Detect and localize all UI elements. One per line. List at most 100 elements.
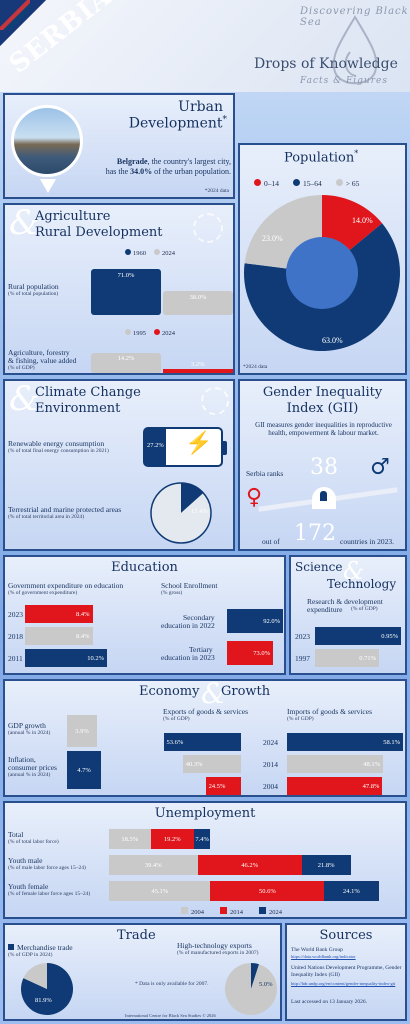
ter-value: 73.0% [253, 649, 270, 657]
unemp-sub-0: (% of total labor force) [8, 839, 59, 845]
science-panel: Science & Technology Research & developm… [289, 555, 407, 675]
agriculture-title-1: Agriculture [35, 209, 111, 224]
import-bar-2004: 47.8% [287, 777, 383, 795]
edu-bar-2011: 10.2% [25, 649, 107, 667]
merch-label: Merchandise trade [8, 943, 73, 952]
inflation-label-b: consumer prices [8, 763, 57, 772]
globe-icon [201, 387, 229, 415]
unemp-bar-0-0: 18.5% [109, 829, 151, 849]
unemployment-panel: Unemployment Total (% of total labor forc… [3, 801, 407, 919]
series-main: Drops of Knowledge [254, 56, 398, 72]
sec-bar: 92.0% [227, 609, 283, 633]
climate-amp: & [9, 379, 40, 419]
sec-label-2: education in 2022 [161, 621, 215, 630]
renewable-label: Renewable energy consumption [8, 439, 105, 448]
protected-value: 13.4% [191, 508, 208, 515]
edu-exp-sub: (% of government expenditure) [8, 590, 78, 596]
footer-credit: International Centre for Black Sea Studi… [125, 1013, 216, 1018]
rural-2024-bar: 38.0% [163, 291, 233, 315]
unemp-bar-0-2: 7.4% [193, 829, 211, 849]
sec-label-1: Secondary [183, 613, 215, 622]
unemp-sub-1: (% of male labor force ages 15–24) [8, 865, 86, 871]
merch-slice [20, 963, 73, 1015]
gender-rank: 38 [310, 455, 338, 480]
unemp-bar-0-1: 19.2% [150, 829, 194, 849]
legend-65-label: > 65 [345, 179, 360, 188]
agri-2024-bar [163, 369, 233, 373]
imports-label: Imports of goods & services [287, 707, 372, 716]
gender-desc: GII measures gender inequalities in repr… [255, 421, 392, 438]
science-amp: & [343, 557, 365, 585]
climate-title-2: Environment [35, 401, 121, 416]
legend-15-64: 15–64 [293, 179, 322, 188]
legend-2024a: 2024 [154, 249, 175, 257]
urban-star: * [222, 115, 228, 125]
population-donut: 14.0% 63.0% 23.0% [244, 195, 400, 351]
gear-icon [193, 213, 223, 243]
agri-legend-a: 1960 2024 [125, 249, 175, 257]
legend-u2014: 2014 [220, 907, 243, 916]
rd-1997-value: 0.71% [359, 654, 376, 662]
legend-0-14: 0–14 [254, 179, 279, 188]
imports-sub: (% of GDP) [287, 716, 314, 722]
urban-text: Belgrade, the country's largest city, ha… [89, 157, 231, 178]
gender-title-2: Index (GII) [286, 401, 359, 416]
legend-u2004-label: 2004 [191, 909, 204, 916]
inflation-label: Inflation, [8, 755, 36, 764]
hitech-rest [225, 963, 277, 1015]
rural-pop-label: Rural population [8, 282, 59, 291]
trade-panel: Trade Merchandise trade (% of GDP in 202… [3, 923, 282, 1021]
unemp-bar-2-2: 24.1% [324, 881, 379, 901]
agri-value-sub: (% of GDP) [8, 365, 35, 371]
edu-year-2023: 2023 [8, 610, 23, 619]
rd-1997-bar: 0.71% [315, 649, 379, 667]
gender-total: 172 [294, 521, 336, 546]
protected-pie [150, 482, 212, 544]
population-title-text: Population [284, 150, 355, 166]
legend-1995: 1995 [125, 329, 146, 337]
battery-value: 27.2% [147, 442, 164, 449]
urban-city: Belgrade [116, 157, 148, 166]
science-title-2: Technology [327, 577, 397, 591]
economy-panel: Economy & Growth GDP growth (annual % in… [3, 677, 407, 797]
exports-label: Exports of goods & services [163, 707, 248, 716]
inflation-value: 4.7% [77, 766, 91, 774]
population-note: *2024 data [243, 364, 268, 370]
urban-title-1: Urban [178, 99, 223, 115]
merch-sub: (% of GDP in 2024) [8, 952, 53, 958]
agri-1995-value: 14.2% [117, 355, 135, 362]
other-slice [151, 483, 211, 543]
economy-amp: & [201, 677, 226, 710]
gender-out-of: out of [262, 537, 280, 546]
urban-panel: Urban Development* Belgrade, the country… [3, 93, 235, 199]
trade-year-2014: 2014 [263, 760, 278, 769]
edu-year-2011: 2011 [8, 654, 23, 663]
climate-title-1: Climate Change [35, 385, 141, 400]
population-title: Population* [284, 149, 358, 165]
source-1-link[interactable]: https://data.worldbank.org/indicator [291, 954, 356, 959]
edu-exp-label: Government expenditure on education [8, 581, 124, 590]
import-bar-2014: 48.1% [287, 755, 384, 773]
agriculture-amp: & [9, 203, 40, 243]
gdp-bar: 3.9% [67, 715, 97, 747]
ter-label-2: education in 2023 [161, 653, 215, 662]
source-2-link[interactable]: http://hdr.undp.org/en/content/gender-in… [291, 981, 396, 986]
climate-panel: & Climate Change Environment Renewable e… [3, 379, 235, 551]
battery-fill [145, 429, 166, 465]
gdp-value: 3.9% [75, 727, 89, 735]
legend-1960: 1960 [125, 249, 146, 257]
donut-hole [286, 237, 358, 309]
ter-bar: 73.0% [227, 641, 273, 665]
urban-note: *2024 data [204, 188, 229, 194]
legend-1960-label: 1960 [133, 250, 146, 257]
renewable-sub: (% of total final energy consumption in … [8, 448, 109, 454]
hitech-pie [225, 963, 277, 1015]
legend-2024a-label: 2024 [162, 250, 175, 257]
population-legend: 0–14 15–64 > 65 [254, 179, 359, 188]
lock-icon [320, 491, 327, 501]
import-bar-2024: 58.1% [287, 733, 403, 751]
unemp-sub-2: (% of female labor force ages 15–24) [8, 891, 91, 897]
source-1: The World Bank Group [291, 947, 343, 953]
pop-label-1: 63.0% [322, 336, 343, 345]
edu-bar-2023: 8.4% [25, 605, 93, 623]
